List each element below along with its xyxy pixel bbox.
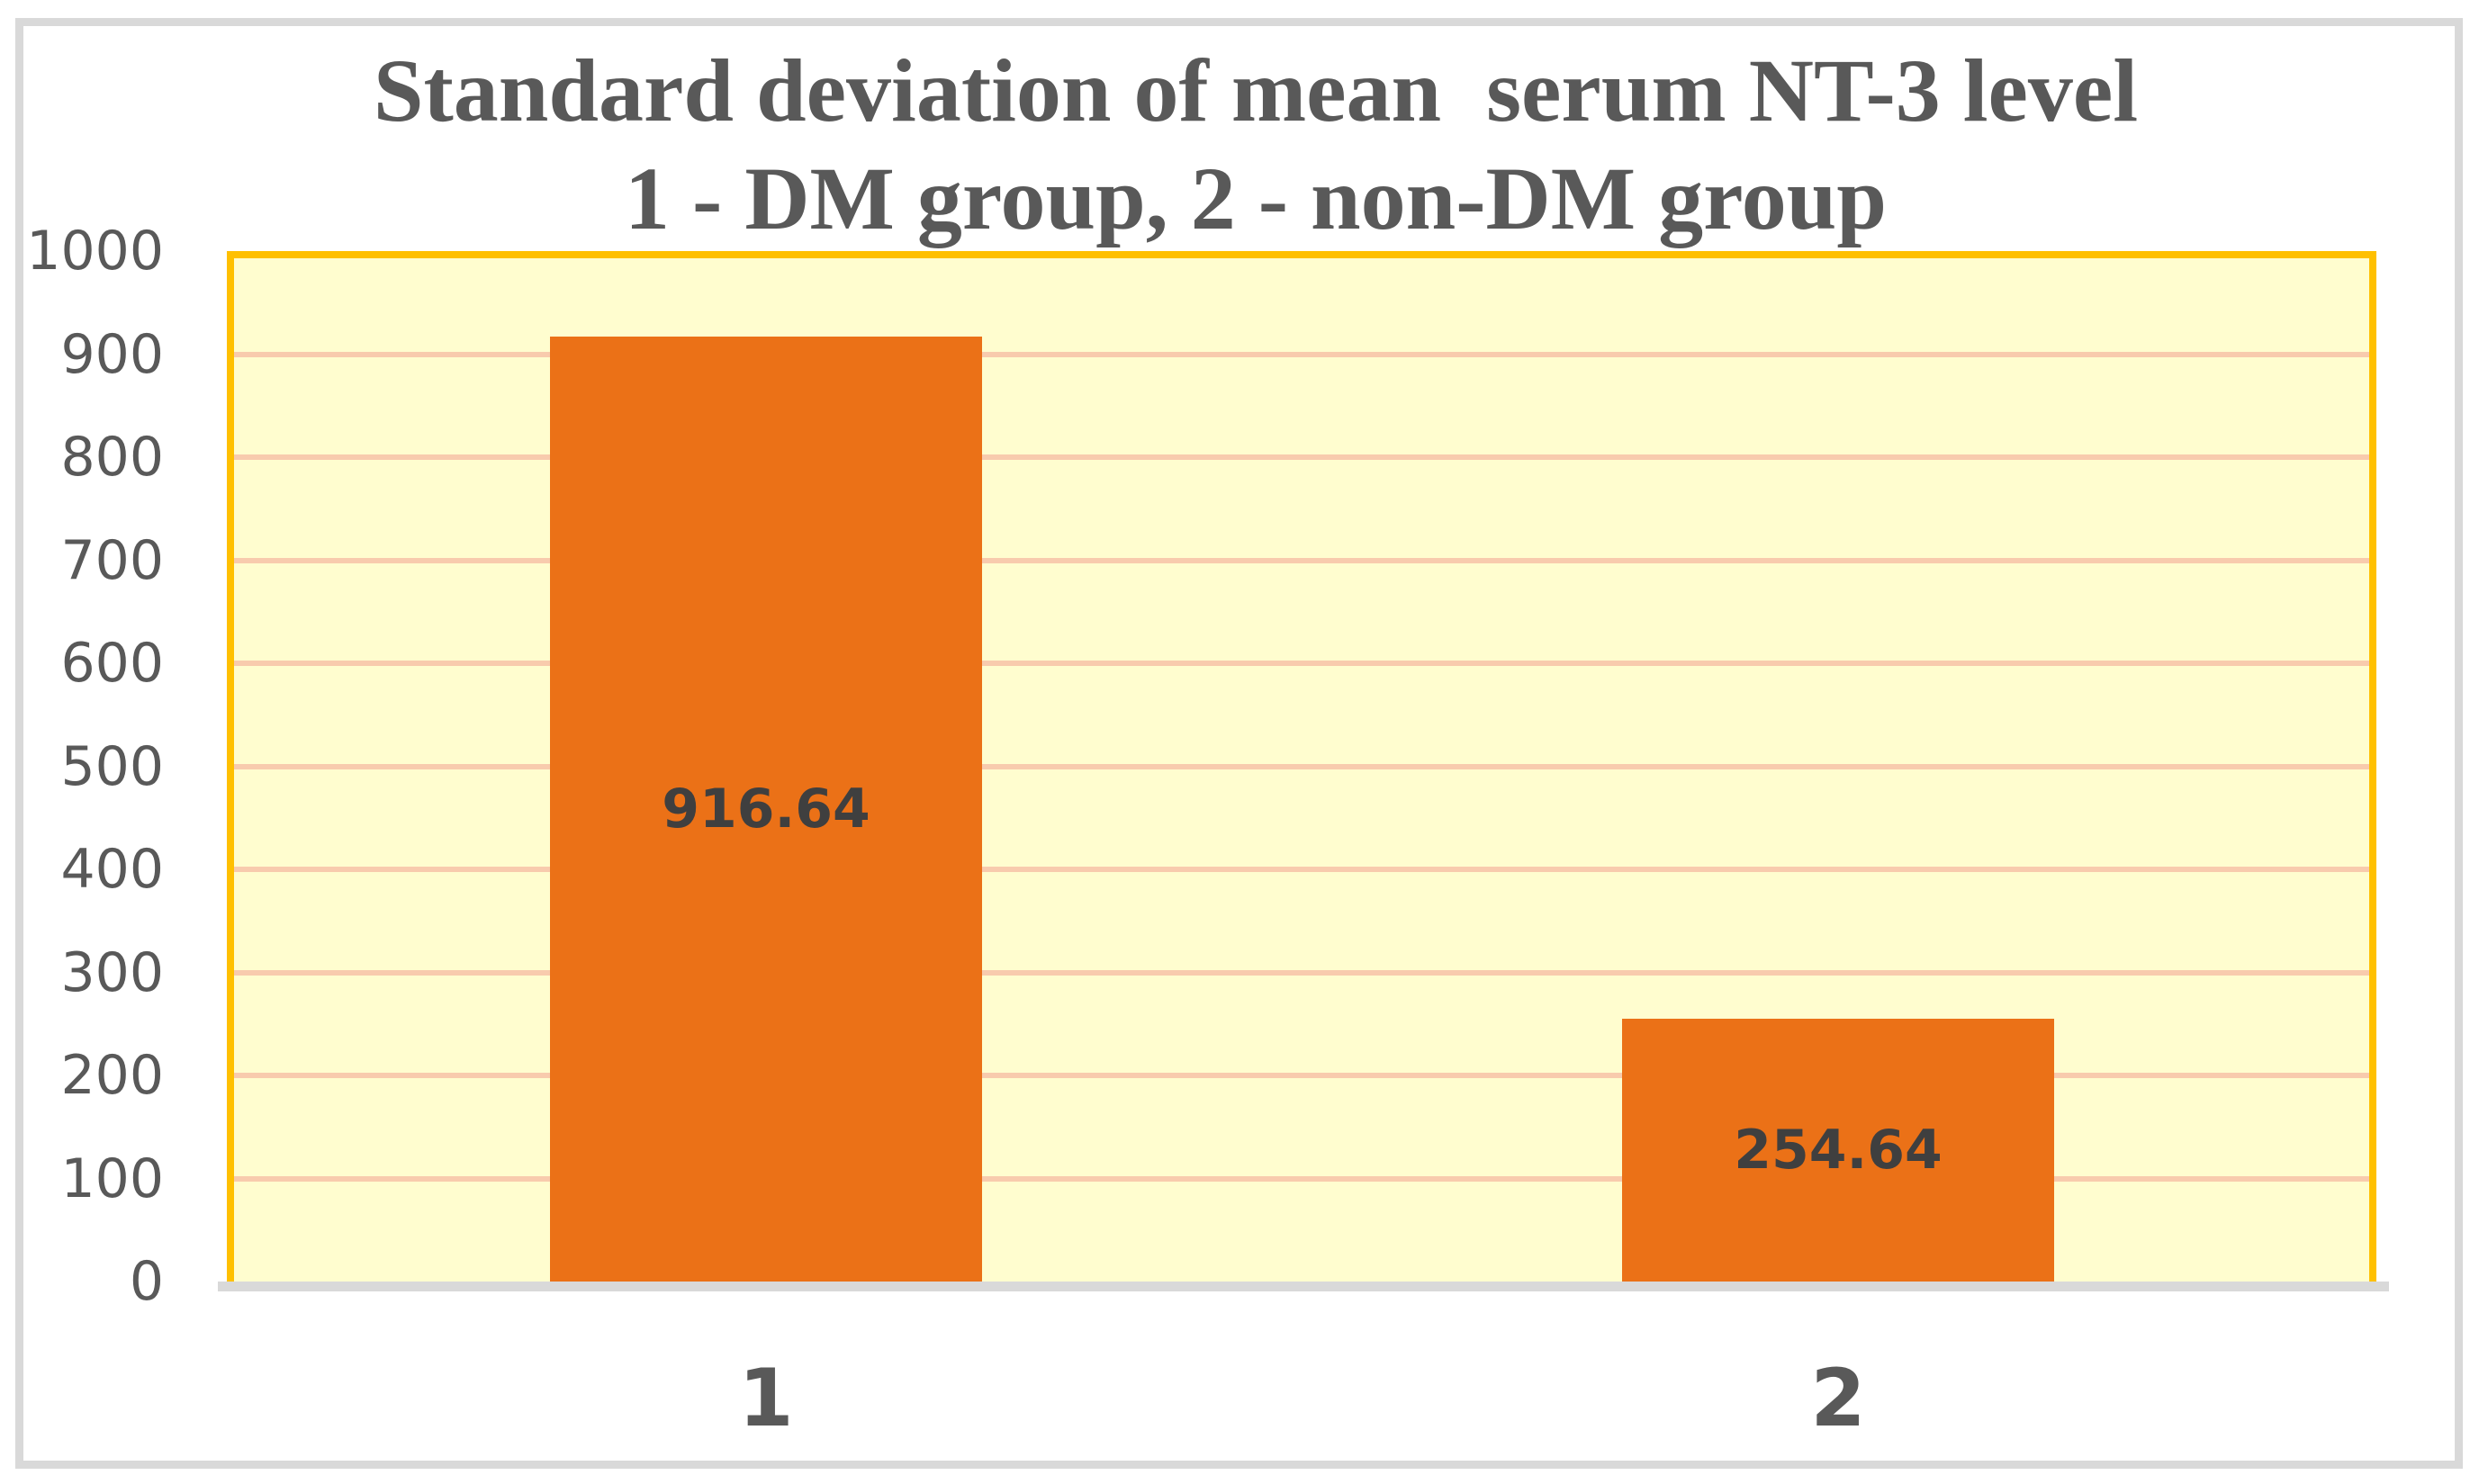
bar-data-label-1: 916.64 [662, 778, 870, 841]
y-tick-label-200: 200 [60, 1044, 164, 1107]
y-tick-label-800: 800 [60, 426, 164, 489]
bar-category-1 [550, 337, 982, 1282]
bar-category-2 [1622, 1019, 2054, 1282]
bar-data-label-2: 254.64 [1734, 1119, 1943, 1183]
gridline-800 [234, 454, 2369, 460]
gridline-200 [234, 1073, 2369, 1078]
gridline-500 [234, 763, 2369, 769]
y-tick-label-600: 600 [60, 632, 164, 695]
y-tick-label-400: 400 [60, 838, 164, 901]
plot-area: 916.64 254.64 [227, 251, 2376, 1282]
chart-title-line2: 1 - DM group, 2 - non-DM group [625, 148, 1887, 248]
x-category-label-1: 1 [738, 1352, 794, 1444]
y-tick-label-900: 900 [60, 322, 164, 386]
x-category-label-2: 2 [1810, 1352, 1866, 1444]
gridline-600 [234, 661, 2369, 666]
gridline-400 [234, 867, 2369, 872]
gridline-100 [234, 1175, 2369, 1182]
y-tick-label-700: 700 [60, 528, 164, 592]
chart-title: Standard deviation of mean serum NT-3 le… [50, 37, 2462, 253]
y-tick-label-300: 300 [60, 940, 164, 1004]
y-tick-label-0: 0 [129, 1250, 164, 1313]
chart-title-line1: Standard deviation of mean serum NT-3 le… [373, 40, 2139, 140]
x-axis-line [218, 1282, 2389, 1291]
gridline-900 [234, 351, 2369, 357]
y-tick-label-500: 500 [60, 734, 164, 798]
gridline-300 [234, 969, 2369, 976]
gridline-700 [234, 557, 2369, 563]
y-tick-label-100: 100 [60, 1147, 164, 1210]
y-tick-label-1000: 1000 [26, 220, 164, 283]
